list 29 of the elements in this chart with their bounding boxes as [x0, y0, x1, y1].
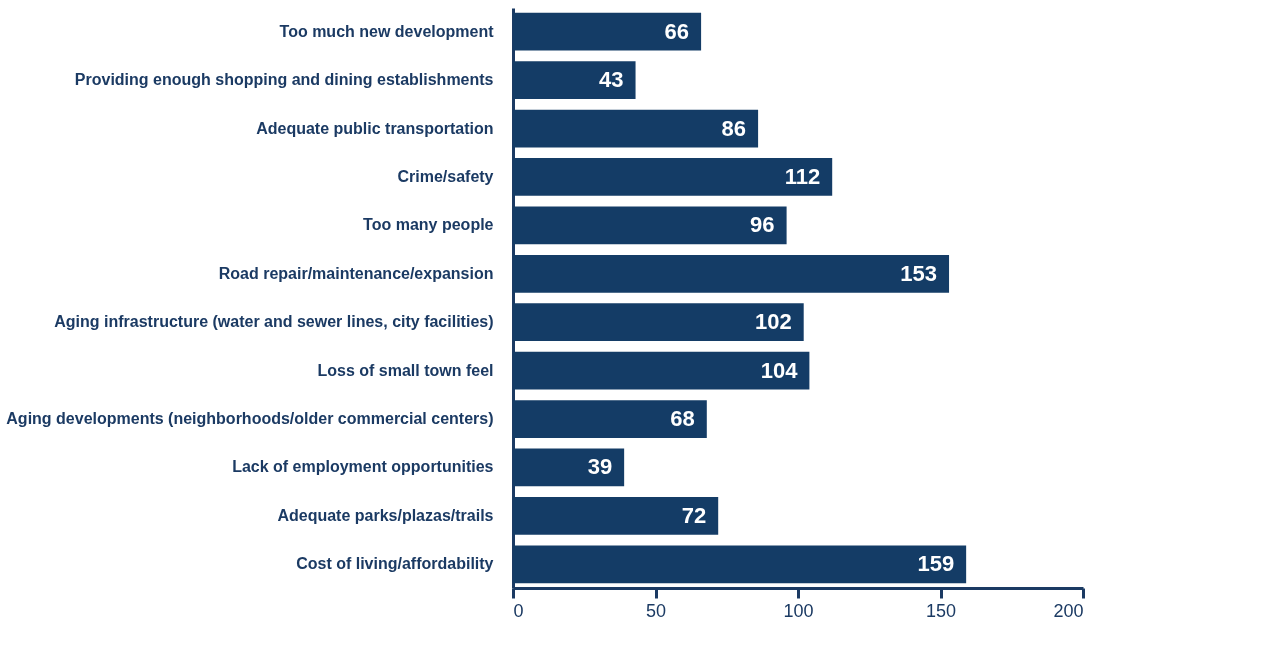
data-label: 68: [670, 406, 695, 432]
data-label: 112: [784, 163, 821, 189]
data-label: 102: [754, 309, 792, 335]
data-label: 72: [681, 502, 707, 528]
data-label: 86: [721, 115, 747, 141]
x-tick-label: 200: [1053, 600, 1084, 621]
data-label: 159: [917, 551, 955, 577]
y-tick-label: Aging developments (neighborhoods/older commercial centers): [6, 410, 494, 428]
y-tick-label: Loss of small town feel: [317, 361, 494, 379]
x-tick-label: 50: [645, 600, 667, 621]
data-label: 96: [750, 212, 775, 238]
x-tick-label: 150: [925, 600, 957, 621]
y-tick-label: Adequate public transportation: [256, 119, 494, 137]
y-tick-label: Aging infrastructure (water and sewer lines, city facilities): [54, 313, 494, 331]
y-tick-label: Crime/safety: [397, 167, 494, 185]
data-label: 104: [760, 357, 799, 383]
y-tick-label: Adequate parks/plazas/trails: [277, 506, 494, 524]
y-tick-label: Providing enough shopping and dining establishments: [74, 71, 494, 89]
data-label: 39: [587, 454, 613, 480]
y-tick-label: Too much new development: [279, 22, 495, 40]
x-tick-label: 0: [513, 600, 524, 621]
y-tick-label: Too many people: [363, 216, 494, 234]
y-tick-label: Cost of living/affordability: [296, 555, 494, 573]
data-label: 43: [599, 67, 624, 93]
y-tick-label: Road repair/maintenance/expansion: [218, 264, 494, 282]
data-label: 153: [900, 260, 938, 286]
data-label: 66: [664, 18, 690, 44]
x-tick-label: 100: [783, 600, 814, 621]
y-tick-label: Lack of employment opportunities: [232, 458, 494, 476]
